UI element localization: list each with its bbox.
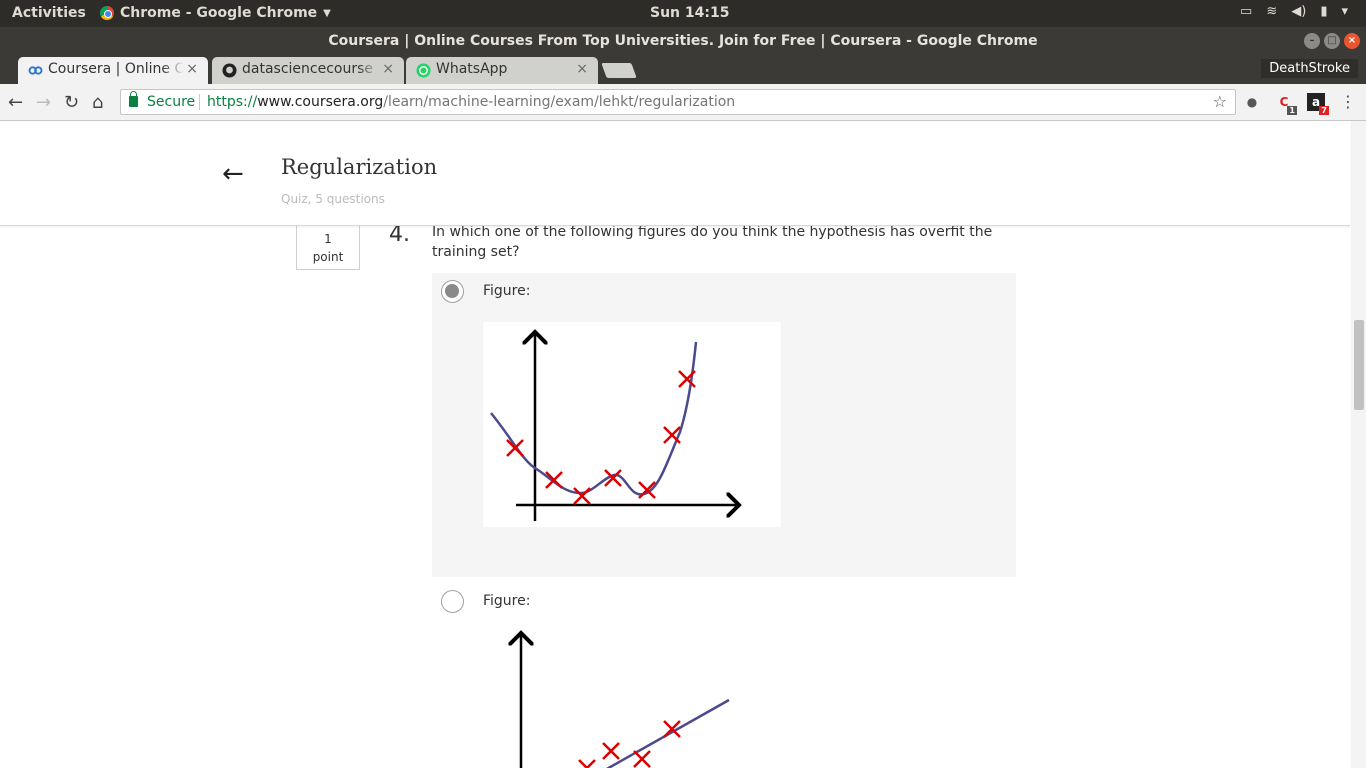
whatsapp-favicon-icon xyxy=(416,63,431,78)
data-points xyxy=(578,720,681,768)
back-icon[interactable]: ← xyxy=(8,92,24,113)
system-tray[interactable]: ▭ ≋ ◀) ▮ ▾ xyxy=(1240,4,1348,19)
home-icon[interactable]: ⌂ xyxy=(92,92,104,113)
radio-button[interactable] xyxy=(441,590,464,613)
address-bar[interactable]: Secure https://www.coursera.org/learn/ma… xyxy=(120,89,1236,115)
volume-icon[interactable]: ◀) xyxy=(1291,4,1307,19)
battery-icon[interactable]: ▮ xyxy=(1320,4,1328,19)
figure-image xyxy=(483,322,781,527)
tab-close-icon[interactable]: × xyxy=(576,61,588,77)
radio-button[interactable] xyxy=(441,280,464,303)
figure-image xyxy=(483,627,781,768)
url-path: /learn/machine-learning/exam/lehkt/regul… xyxy=(383,94,736,110)
x-marker xyxy=(663,426,681,444)
omnibox-divider xyxy=(199,94,200,110)
url-scheme: https:// xyxy=(207,94,258,110)
linear-figure xyxy=(483,627,730,768)
chrome-logo-icon xyxy=(100,6,114,20)
answer-option-2[interactable]: Figure: xyxy=(432,587,1016,768)
page-content: ← Regularization Quiz, 5 questions 1 poi… xyxy=(0,121,1366,768)
x-marker xyxy=(602,742,620,760)
secure-label: Secure xyxy=(147,94,196,110)
maximize-button[interactable]: □ xyxy=(1324,33,1340,49)
minimize-button[interactable]: – xyxy=(1304,33,1320,49)
question-text: In which one of the following figures do… xyxy=(432,224,993,260)
x-marker xyxy=(578,759,596,768)
overfit-figure xyxy=(490,322,781,521)
answer-option-1[interactable]: Figure: xyxy=(432,273,1016,577)
tab-close-icon[interactable]: × xyxy=(382,61,394,77)
option-label: Figure: xyxy=(483,283,531,299)
bookmark-star-icon[interactable]: ☆ xyxy=(1212,92,1227,111)
tab-label: datasciencecourse xyxy=(242,61,374,77)
x-marker xyxy=(663,720,681,738)
app-menu-label: Chrome - Google Chrome xyxy=(120,5,318,21)
x-marker xyxy=(545,471,563,489)
x-marker xyxy=(678,370,696,388)
question-number: 4. xyxy=(389,222,410,247)
page-title: Regularization xyxy=(281,155,438,179)
window-title: Coursera | Online Courses From Top Unive… xyxy=(328,33,1038,49)
chrome-menu-icon[interactable]: ⋮ xyxy=(1340,92,1356,111)
dropdown-arrow-icon: ▼ xyxy=(323,7,331,19)
tab-label: Coursera | Online C xyxy=(48,61,185,77)
url-text[interactable]: https://www.coursera.org/learn/machine-l… xyxy=(207,90,735,114)
tab-strip: Coursera | Online C × datasciencecourse … xyxy=(0,55,1366,84)
clock[interactable]: Sun 14:15 xyxy=(650,5,730,21)
scrollbar-thumb[interactable] xyxy=(1354,320,1364,410)
screen-icon[interactable]: ▭ xyxy=(1240,4,1253,19)
url-host: www.coursera.org xyxy=(257,94,384,110)
scrollbar[interactable] xyxy=(1351,121,1366,768)
tab-close-icon[interactable]: × xyxy=(186,61,198,77)
points-box: 1 point xyxy=(296,221,360,270)
quiz-subtitle: Quiz, 5 questions xyxy=(281,192,385,206)
lock-icon xyxy=(129,91,138,107)
hypothesis-line xyxy=(606,698,730,768)
x-marker xyxy=(633,750,651,768)
github-favicon-icon xyxy=(222,63,237,78)
browser-toolbar: ← → ↻ ⌂ Secure https://www.coursera.org/… xyxy=(0,84,1366,121)
extension-bulb-icon[interactable]: ● xyxy=(1246,95,1258,109)
tab-github[interactable]: datasciencecourse × xyxy=(212,57,404,84)
x-marker xyxy=(638,481,656,499)
power-menu-icon[interactable]: ▾ xyxy=(1341,4,1348,19)
tab-label: WhatsApp xyxy=(436,61,508,77)
amazon-label: a xyxy=(1311,95,1321,109)
points-unit: point xyxy=(312,250,344,264)
activities-button[interactable]: Activities xyxy=(12,5,86,21)
tab-fade xyxy=(358,57,380,84)
x-marker xyxy=(573,487,591,505)
coursera-favicon-icon xyxy=(28,66,43,75)
tab-coursera[interactable]: Coursera | Online C × xyxy=(18,57,208,84)
quiz-header: ← Regularization Quiz, 5 questions xyxy=(0,121,1350,226)
new-tab-button[interactable] xyxy=(601,63,637,78)
window-titlebar: Coursera | Online Courses From Top Unive… xyxy=(0,27,1366,55)
system-top-bar: Activities Chrome - Google Chrome ▼ Sun … xyxy=(0,0,1366,27)
forward-icon[interactable]: → xyxy=(36,92,52,113)
option-label: Figure: xyxy=(483,593,531,609)
wifi-icon[interactable]: ≋ xyxy=(1266,4,1278,19)
tab-whatsapp[interactable]: WhatsApp × xyxy=(406,57,598,84)
points-value: 1 xyxy=(324,232,332,246)
extension-badge: 7 xyxy=(1319,106,1329,115)
profile-button[interactable]: DeathStroke xyxy=(1261,59,1358,78)
data-points xyxy=(506,370,696,505)
reload-icon[interactable]: ↻ xyxy=(64,92,80,113)
x-marker xyxy=(506,439,524,457)
app-menu[interactable]: Chrome - Google Chrome ▼ xyxy=(100,5,331,21)
tab-fade xyxy=(162,57,184,84)
close-window-button[interactable]: × xyxy=(1344,33,1360,49)
extension-badge: 1 xyxy=(1287,106,1297,115)
x-marker xyxy=(604,469,622,487)
back-arrow-icon[interactable]: ← xyxy=(222,159,244,189)
hypothesis-curve xyxy=(490,341,698,496)
